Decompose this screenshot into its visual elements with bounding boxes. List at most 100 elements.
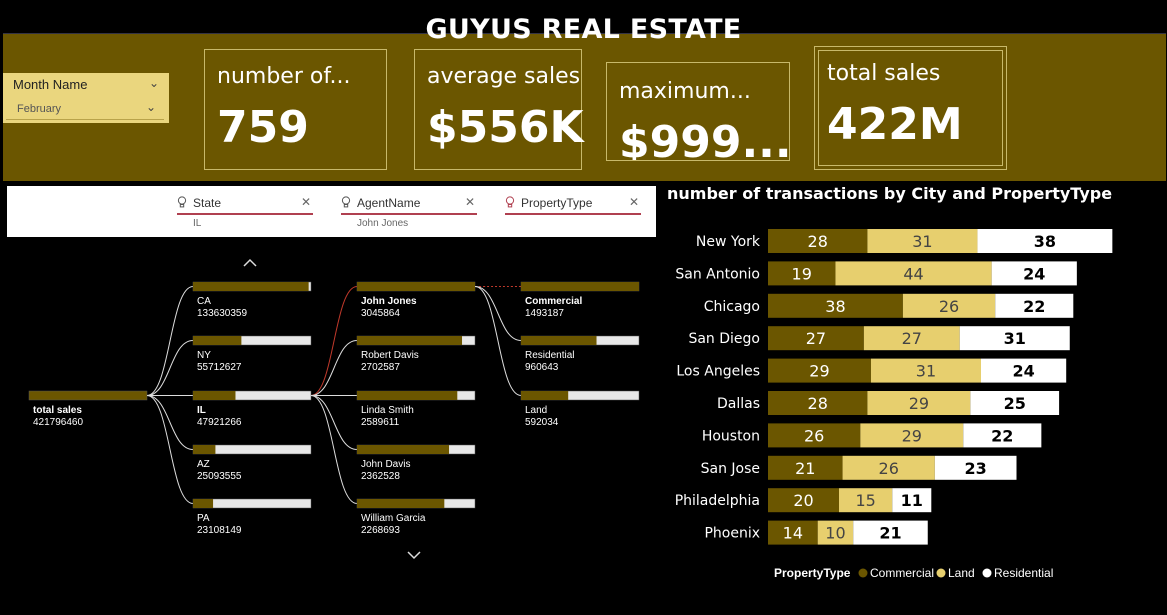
data-label: 26: [804, 426, 824, 445]
legend-marker: [982, 568, 992, 578]
category-label: San Antonio: [675, 266, 760, 282]
tree-node-name: AZ: [197, 459, 210, 470]
kpi-value: 759: [217, 102, 309, 153]
bar-segment-commercial[interactable]: [768, 455, 843, 480]
tree-node-ca[interactable]: [192, 281, 312, 292]
tree-node-commercial[interactable]: [520, 281, 640, 292]
tree-connector: [474, 286, 522, 341]
bar-segment-land[interactable]: [870, 358, 981, 383]
tree-connector: [146, 286, 194, 396]
bar-segment-commercial[interactable]: [768, 358, 871, 383]
filter-selected: IL: [193, 218, 202, 229]
tree-node-john-jones[interactable]: [356, 281, 476, 292]
filter-underline: [505, 213, 641, 215]
legend-entry[interactable]: Land: [948, 566, 975, 580]
chevron-up-icon[interactable]: [243, 258, 257, 267]
tree-node-land[interactable]: [520, 390, 640, 401]
lightbulb-icon: [341, 196, 351, 208]
kpi-card-number-of-transactions[interactable]: number of... 759: [204, 49, 387, 170]
bar-segment-residential[interactable]: [977, 229, 1113, 253]
kpi-value: $556K: [427, 102, 584, 153]
decomposition-tree[interactable]: total sales 421796460 CA 133630359 NY 5571262…: [0, 240, 660, 610]
legend-marker: [858, 568, 868, 578]
kpi-card-total-sales[interactable]: total sales 422M: [814, 46, 1007, 170]
report-title: GUYUS REAL ESTATE: [425, 14, 742, 45]
filter-name: AgentName: [357, 196, 421, 210]
bar-segment-residential[interactable]: [995, 293, 1074, 318]
bar-segment-land[interactable]: [860, 423, 964, 448]
tree-node-az[interactable]: [192, 444, 312, 455]
close-icon[interactable]: ✕: [300, 195, 311, 209]
tree-node-name: John Davis: [361, 459, 410, 470]
bar-segment-land[interactable]: [867, 391, 971, 415]
tree-node-il[interactable]: [192, 390, 312, 401]
bar-chart-canvas: New York 28 31 38 San Antonio 19 44 24 Chicago 38…: [675, 229, 1113, 580]
bar-segment-commercial[interactable]: [768, 261, 836, 286]
tree-connector: [146, 395, 194, 450]
kpi-value: 422M: [827, 99, 963, 150]
bar-fill: [193, 282, 309, 291]
bar-segment-land[interactable]: [902, 293, 996, 318]
bar-segment-residential[interactable]: [970, 391, 1060, 415]
bar-segment-commercial[interactable]: [768, 423, 861, 448]
chevron-down-icon[interactable]: [407, 551, 421, 560]
close-icon[interactable]: ✕: [628, 195, 639, 209]
slicer-dropdown[interactable]: February ⌄: [6, 100, 164, 120]
bar-segment-land[interactable]: [835, 261, 992, 286]
tree-node-residential[interactable]: [520, 335, 640, 346]
data-label: 28: [808, 394, 828, 413]
tree-connector: [146, 340, 194, 396]
tree-node-value: 1493187: [525, 308, 564, 319]
bar-segment-commercial[interactable]: [768, 293, 903, 318]
tree-node-name: Residential: [525, 350, 574, 361]
category-label: New York: [696, 234, 761, 250]
bar-segment-land[interactable]: [842, 455, 935, 480]
bar-segment-commercial[interactable]: [768, 520, 818, 545]
kpi-card-average-sales[interactable]: average sales $556K: [414, 49, 584, 170]
data-label: 27: [806, 329, 826, 348]
bar-segment-residential[interactable]: [853, 520, 928, 545]
bar-fill: [28, 390, 148, 401]
tree-node-ny[interactable]: [192, 335, 312, 346]
bar-segment-residential[interactable]: [892, 488, 932, 513]
bar-segment-residential[interactable]: [981, 358, 1067, 383]
tree-node-william-garcia[interactable]: [356, 498, 476, 509]
kpi-card-maximum-sales[interactable]: maximum... $999....: [606, 62, 790, 161]
tree-node-pa[interactable]: [192, 498, 312, 509]
data-label: 14: [783, 524, 803, 543]
legend-entry[interactable]: Residential: [994, 566, 1053, 580]
bar-segment-residential[interactable]: [963, 423, 1042, 448]
tree-node-robert-davis[interactable]: [356, 335, 476, 346]
bar-segment-residential[interactable]: [991, 261, 1077, 286]
bar-segment-residential[interactable]: [959, 326, 1070, 351]
bar-segment-land[interactable]: [817, 520, 854, 545]
legend-entry[interactable]: Commercial: [870, 566, 934, 580]
tree-connector: [474, 286, 522, 396]
bar-segment-land[interactable]: [839, 488, 893, 513]
bar-segment-residential[interactable]: [934, 455, 1017, 480]
transactions-bar-chart[interactable]: New York 28 31 38 San Antonio 19 44 24 Chicago 38…: [660, 182, 1167, 612]
bar-segment-land[interactable]: [863, 326, 960, 351]
data-label: 24: [1023, 264, 1045, 283]
bar-fill: [357, 391, 458, 400]
month-slicer[interactable]: Month Name ⌄ February ⌄: [3, 73, 169, 123]
tree-node-name: William Garcia: [361, 513, 426, 524]
tree-node-john-davis[interactable]: [356, 444, 476, 455]
tree-node-root[interactable]: [28, 390, 148, 401]
tree-node-name: John Jones: [361, 296, 417, 307]
category-label: Dallas: [717, 396, 760, 412]
category-label: Houston: [702, 428, 760, 444]
chevron-down-icon[interactable]: ⌄: [148, 76, 159, 90]
bar-segment-land[interactable]: [867, 229, 978, 253]
tree-node-value: 592034: [525, 417, 559, 428]
bar-segment-commercial[interactable]: [768, 488, 839, 513]
filter-underline: [177, 213, 313, 215]
chevron-down-icon[interactable]: ⌄: [145, 100, 156, 114]
close-icon[interactable]: ✕: [464, 195, 475, 209]
kpi-band: [3, 33, 1166, 181]
tree-node-linda-smith[interactable]: [356, 390, 476, 401]
bar-segment-commercial[interactable]: [768, 326, 864, 351]
bar-segment-commercial[interactable]: [768, 391, 868, 415]
bar-segment-commercial[interactable]: [768, 229, 868, 253]
